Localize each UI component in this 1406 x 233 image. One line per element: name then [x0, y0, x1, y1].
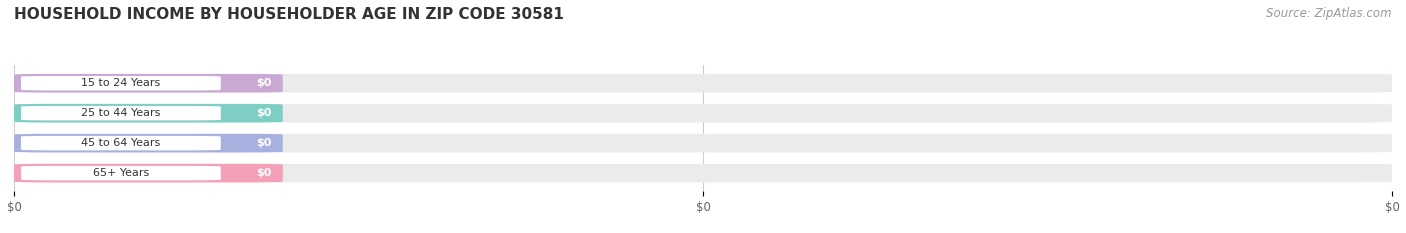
Text: $0: $0: [256, 168, 271, 178]
FancyBboxPatch shape: [14, 74, 1392, 93]
Text: 45 to 64 Years: 45 to 64 Years: [82, 138, 160, 148]
Text: 25 to 44 Years: 25 to 44 Years: [82, 108, 160, 118]
FancyBboxPatch shape: [14, 134, 283, 152]
FancyBboxPatch shape: [21, 76, 221, 90]
FancyBboxPatch shape: [21, 136, 221, 150]
FancyBboxPatch shape: [21, 106, 221, 120]
FancyBboxPatch shape: [14, 104, 1392, 123]
Text: Source: ZipAtlas.com: Source: ZipAtlas.com: [1267, 7, 1392, 20]
Text: HOUSEHOLD INCOME BY HOUSEHOLDER AGE IN ZIP CODE 30581: HOUSEHOLD INCOME BY HOUSEHOLDER AGE IN Z…: [14, 7, 564, 22]
FancyBboxPatch shape: [14, 164, 283, 182]
Text: $0: $0: [256, 138, 271, 148]
FancyBboxPatch shape: [14, 134, 1392, 152]
FancyBboxPatch shape: [14, 104, 283, 123]
Text: $0: $0: [256, 108, 271, 118]
Text: 15 to 24 Years: 15 to 24 Years: [82, 78, 160, 88]
Text: $0: $0: [256, 78, 271, 88]
Text: 65+ Years: 65+ Years: [93, 168, 149, 178]
FancyBboxPatch shape: [14, 164, 1392, 182]
FancyBboxPatch shape: [14, 74, 283, 93]
FancyBboxPatch shape: [21, 166, 221, 180]
